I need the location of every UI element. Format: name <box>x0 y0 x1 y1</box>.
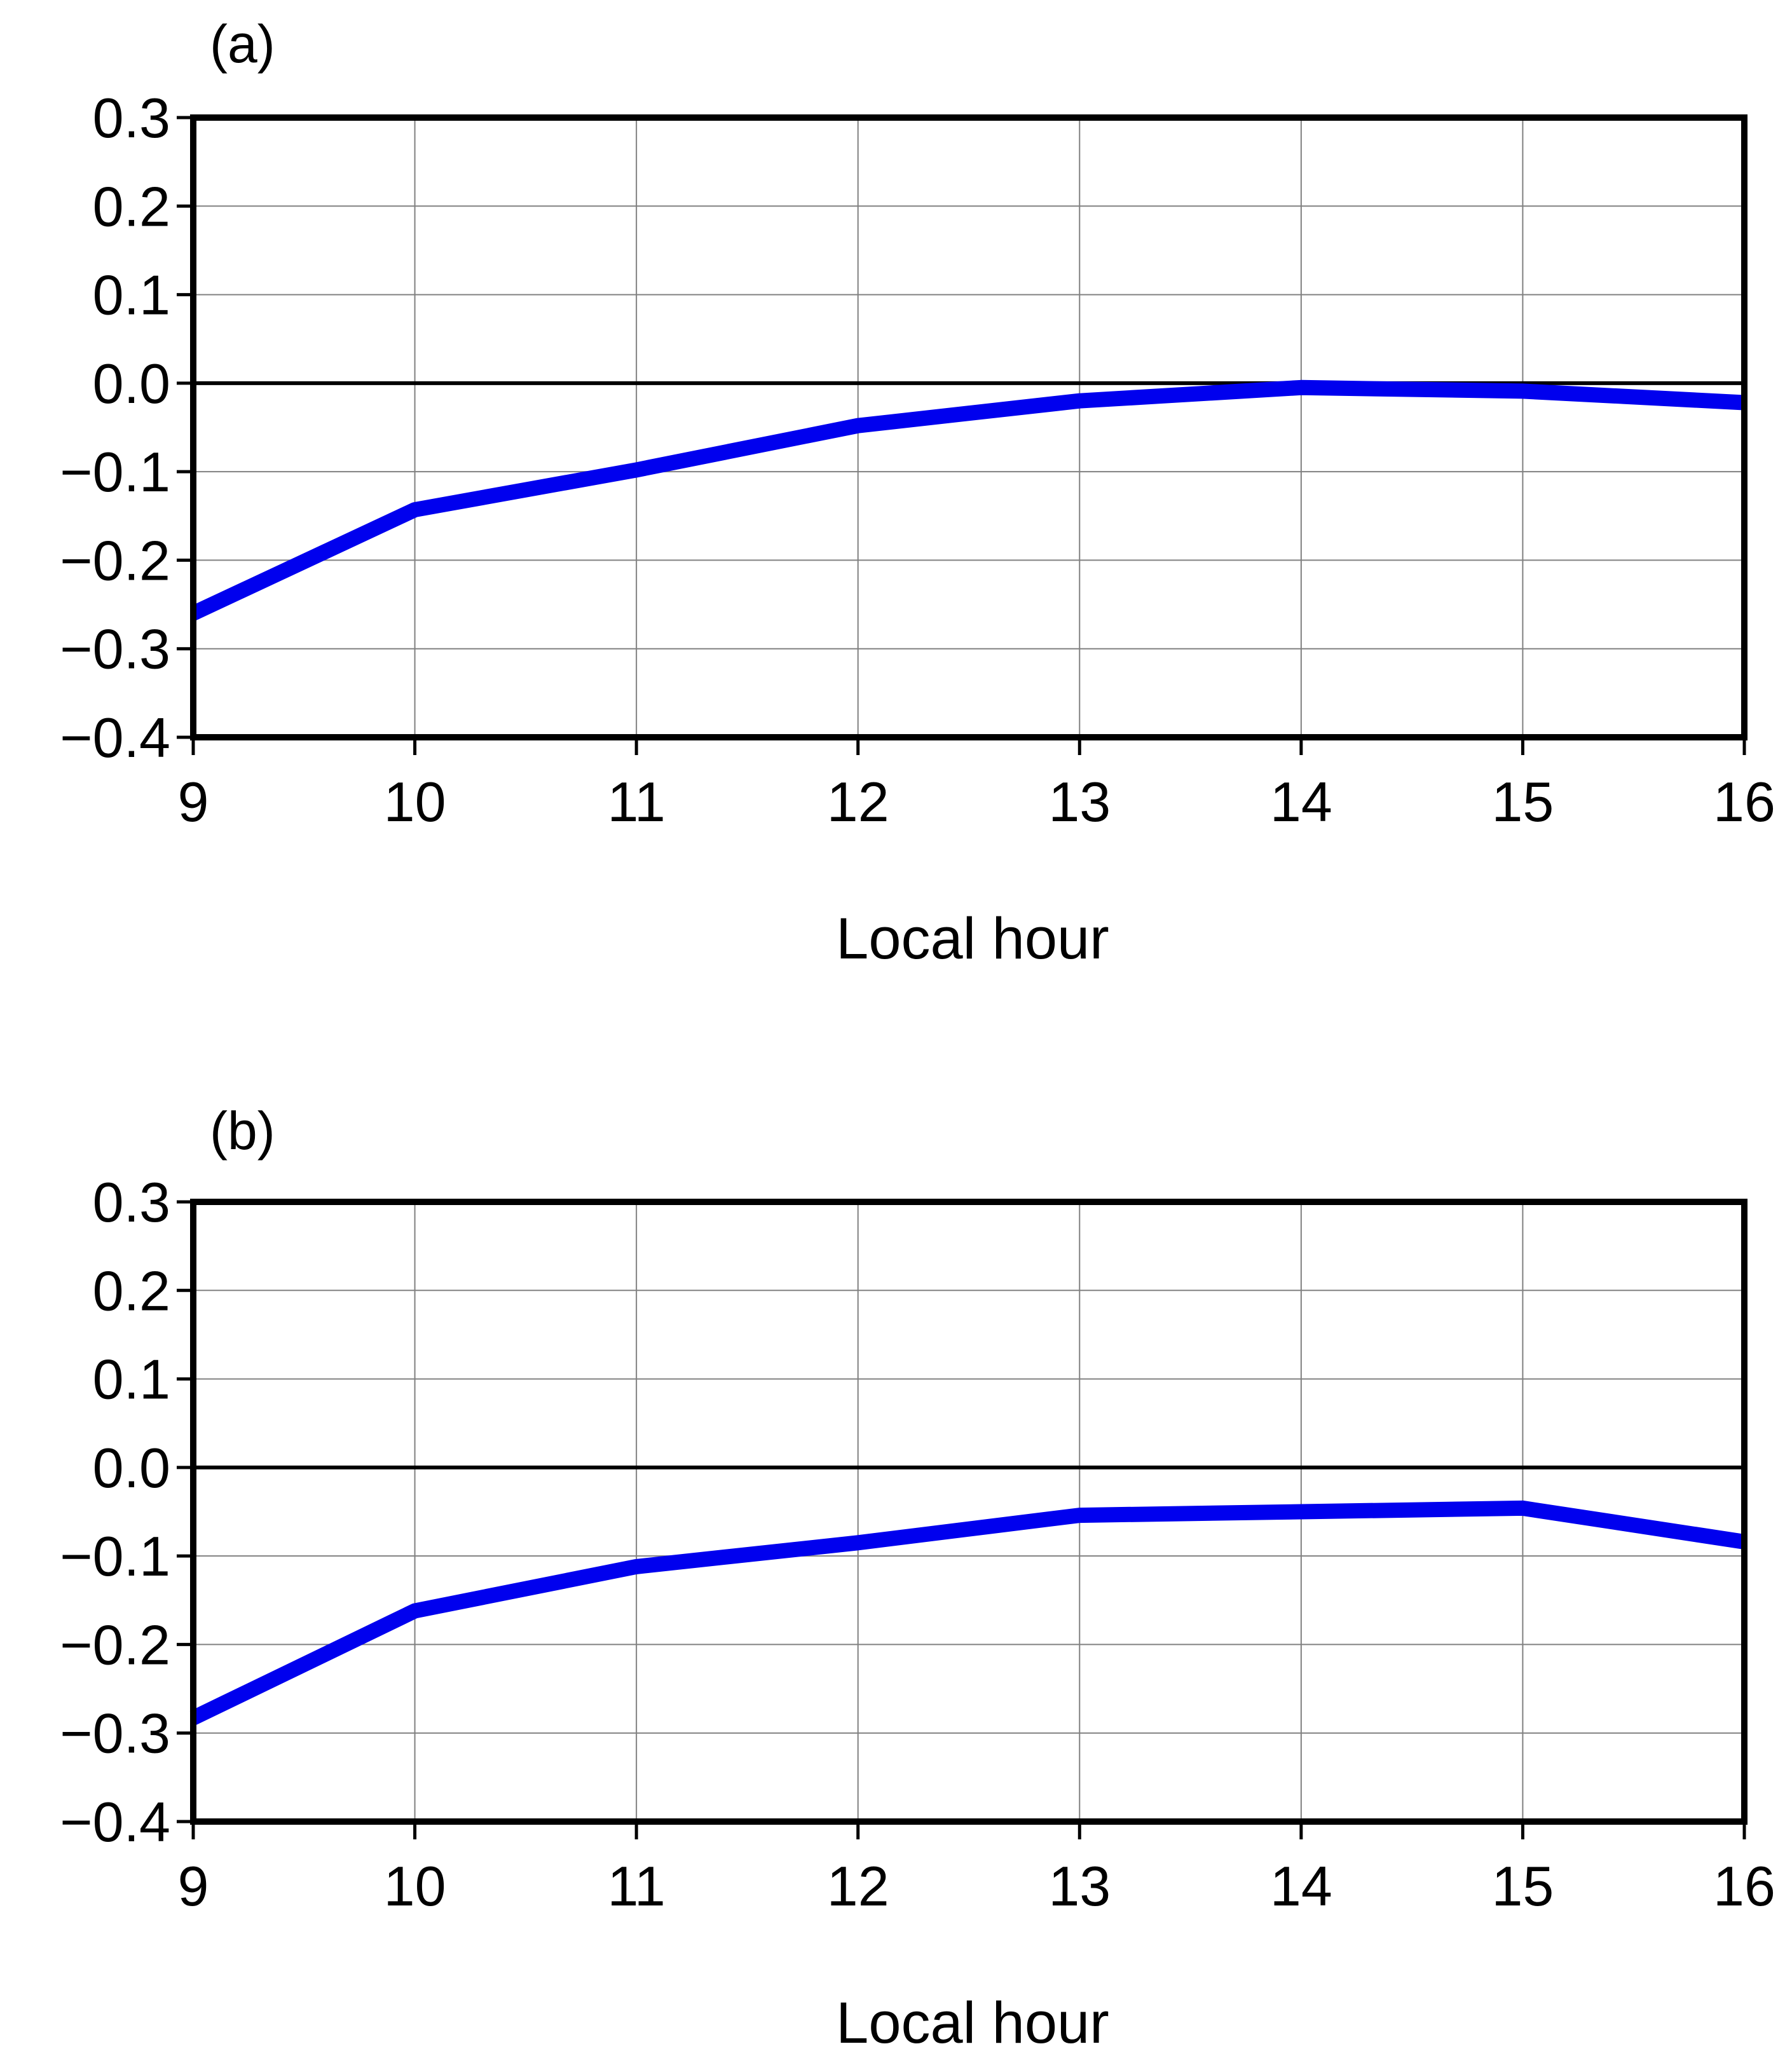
panel-a-x-ticks: 9 10 11 12 13 14 15 16 <box>178 737 1775 833</box>
panel-b-y-tick-label: −0.3 <box>60 1702 170 1765</box>
panel-a-y-ticks: 0.3 0.2 0.1 0.0 −0.1 −0.2 −0.3 −0.4 <box>60 86 193 769</box>
panel-b-x-ticks: 9 10 11 12 13 14 15 16 <box>178 1822 1775 1918</box>
panel-b-y-tick-label: 0.0 <box>93 1436 170 1499</box>
panel-b-x-tick-label: 13 <box>1048 1855 1111 1918</box>
panel-a-plot-frame <box>190 114 1748 740</box>
panel-b-y-tick-label: 0.1 <box>93 1348 170 1411</box>
panel-b-x-tick-label: 16 <box>1713 1855 1775 1918</box>
panel-b-y-tick-label: 0.2 <box>93 1259 170 1322</box>
panel-a-y-tick-label: −0.1 <box>60 440 170 503</box>
chart-panel-b: (b) 0.3 0.2 0.1 0.0 −0.1 −0.2 −0.3 −0.4 9 10 11 12… <box>60 1101 1775 2055</box>
panel-a-x-tick-label: 12 <box>827 770 889 833</box>
panel-a-series-group <box>189 379 1745 620</box>
panel-b-y-ticks: 0.3 0.2 0.1 0.0 −0.1 −0.2 −0.3 −0.4 <box>60 1171 193 1853</box>
panel-a-series-line <box>189 379 1745 620</box>
panel-b-series-line <box>189 1500 1746 1725</box>
panel-a-x-tick-label: 16 <box>1713 770 1775 833</box>
panel-b-x-tick-label: 14 <box>1270 1855 1332 1918</box>
panel-a-x-tick-label: 13 <box>1048 770 1111 833</box>
panel-a-grid <box>193 118 1744 737</box>
panel-a-y-tick-label: −0.4 <box>60 706 170 769</box>
panel-a-y-tick-label: −0.3 <box>60 618 170 681</box>
panel-a-x-tick-label: 14 <box>1270 770 1332 833</box>
panel-a-x-axis-title: Local hour <box>836 906 1109 971</box>
panel-b-x-tick-label: 15 <box>1491 1855 1554 1918</box>
panel-a-y-tick-label: 0.2 <box>93 175 170 238</box>
panel-a-frame-group <box>190 114 1748 740</box>
panel-a-x-tick-label: 15 <box>1491 770 1554 833</box>
panel-b-x-axis-title: Local hour <box>836 1991 1109 2055</box>
panel-b-x-tick-label: 9 <box>178 1855 209 1918</box>
panel-a-y-tick-label: 0.0 <box>93 352 170 415</box>
panel-b-y-tick-label: −0.2 <box>60 1613 170 1676</box>
panel-b-label: (b) <box>210 1101 275 1161</box>
panel-a-y-tick-label: 0.1 <box>93 264 170 327</box>
panel-a-x-tick-label: 11 <box>607 770 665 833</box>
panel-b-y-tick-label: 0.3 <box>93 1171 170 1234</box>
panel-a-label: (a) <box>210 14 275 74</box>
panel-b-x-tick-label: 10 <box>384 1855 446 1918</box>
panel-a-x-tick-label: 10 <box>384 770 446 833</box>
panel-b-frame-group <box>190 1199 1748 1825</box>
panel-a-x-tick-label: 9 <box>178 770 209 833</box>
panel-a-y-tick-label: 0.3 <box>93 86 170 149</box>
panel-b-x-tick-label: 11 <box>607 1855 665 1918</box>
panel-b-plot-frame <box>190 1199 1748 1825</box>
panel-b-y-tick-label: −0.4 <box>60 1790 170 1853</box>
panel-b-y-tick-label: −0.1 <box>60 1525 170 1588</box>
panel-a-y-tick-label: −0.2 <box>60 529 170 592</box>
panel-b-x-tick-label: 12 <box>827 1855 889 1918</box>
chart-panel-a: (a) 0.3 0.2 0.1 0.0 −0.1 −0.2 −0.3 −0.4 9 10 11 12… <box>60 14 1775 971</box>
